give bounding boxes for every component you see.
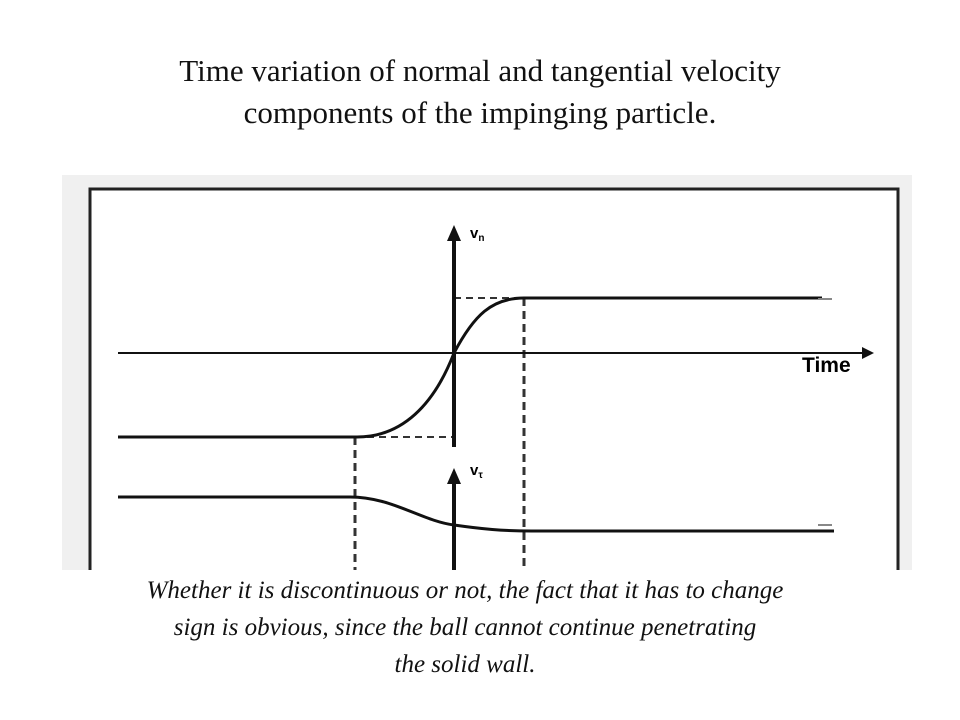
caption-panel: [62, 570, 912, 680]
vn-axis-label: vn: [470, 225, 484, 244]
vn-symbol: v: [470, 225, 479, 242]
time-axis-label: Time: [802, 354, 851, 377]
vn-curve: [118, 296, 822, 439]
caption-line-3: the solid wall.: [394, 651, 536, 678]
slide-title-line-1: Time variation of normal and tangential …: [179, 53, 781, 88]
vt-symbol: v: [470, 462, 479, 479]
vt-subscript: τ: [478, 470, 483, 481]
vn-subscript: n: [478, 233, 484, 244]
vt-axis-arrowhead: [447, 468, 461, 484]
vt-axis-label: vτ: [470, 462, 483, 481]
slide-caption: Whether it is discontinuous or not, the …: [40, 572, 890, 683]
caption-line-1: Whether it is discontinuous or not, the …: [146, 577, 784, 604]
slide-title: Time variation of normal and tangential …: [0, 50, 960, 134]
vn-axis-arrowhead: [447, 225, 461, 241]
time-axis-arrowhead: [862, 347, 874, 359]
slide-title-line-2: components of the impinging particle.: [243, 95, 717, 130]
caption-line-2: sign is obvious, since the ball cannot c…: [173, 614, 757, 641]
velocity-diagram: Time vn vτ: [62, 175, 912, 680]
